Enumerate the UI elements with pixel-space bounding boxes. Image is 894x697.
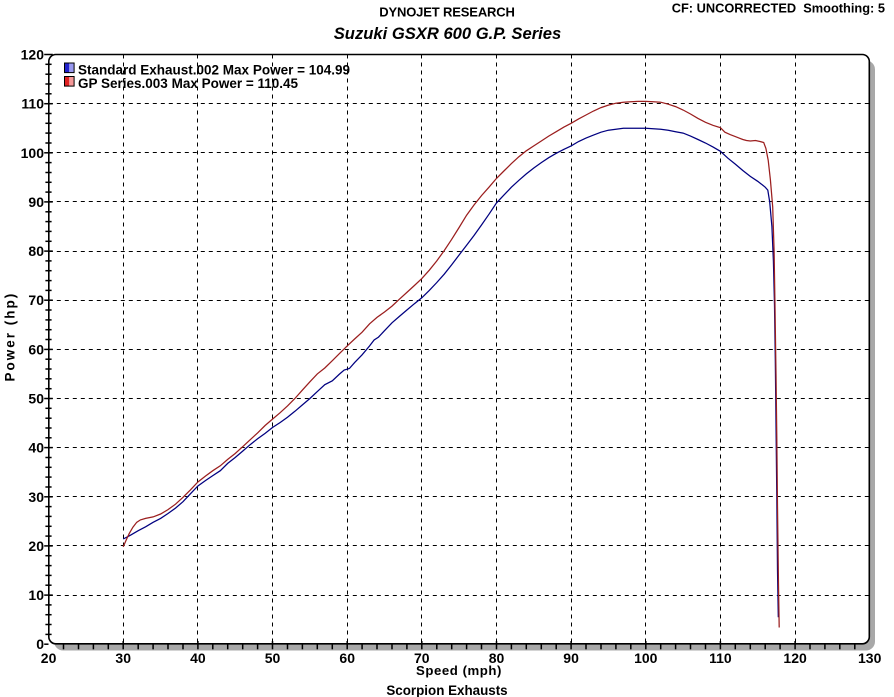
svg-text:Scorpion Exhausts: Scorpion Exhausts xyxy=(386,683,507,697)
svg-text:GP Series.003 Max Power = 110.: GP Series.003 Max Power = 110.45 xyxy=(78,76,299,91)
svg-text:30: 30 xyxy=(115,650,131,666)
svg-text:80: 80 xyxy=(28,243,44,259)
svg-text:Power (hp): Power (hp) xyxy=(3,292,18,382)
svg-text:40: 40 xyxy=(190,650,206,666)
svg-text:20: 20 xyxy=(28,538,44,554)
svg-text:70: 70 xyxy=(414,650,430,666)
svg-text:Suzuki GSXR 600 G.P. Series: Suzuki GSXR 600 G.P. Series xyxy=(334,24,562,43)
svg-text:70: 70 xyxy=(28,292,44,308)
svg-text:DYNOJET RESEARCH: DYNOJET RESEARCH xyxy=(379,4,515,19)
svg-text:60: 60 xyxy=(339,650,355,666)
svg-text:20: 20 xyxy=(41,650,57,666)
svg-text:130: 130 xyxy=(858,650,882,666)
svg-text:110: 110 xyxy=(709,650,732,666)
svg-text:90: 90 xyxy=(28,194,44,210)
svg-text:Standard Exhaust.002 Max Power: Standard Exhaust.002 Max Power = 104.99 xyxy=(78,62,350,77)
svg-text:40: 40 xyxy=(28,440,44,456)
svg-text:50: 50 xyxy=(28,391,44,407)
svg-text:100: 100 xyxy=(634,650,658,666)
svg-text:50: 50 xyxy=(265,650,281,666)
svg-text:110: 110 xyxy=(21,96,44,112)
svg-text:120: 120 xyxy=(21,47,45,63)
svg-text:30: 30 xyxy=(28,489,44,505)
svg-text:10: 10 xyxy=(28,587,44,603)
svg-text:Speed (mph): Speed (mph) xyxy=(416,663,502,678)
svg-text:90: 90 xyxy=(563,650,579,666)
svg-text:60: 60 xyxy=(28,341,44,357)
svg-text:0: 0 xyxy=(36,636,44,652)
svg-text:120: 120 xyxy=(783,650,807,666)
svg-text:CF: UNCORRECTED Smoothing: 5: CF: UNCORRECTED Smoothing: 5 xyxy=(672,0,885,15)
svg-text:80: 80 xyxy=(489,650,505,666)
svg-text:100: 100 xyxy=(21,145,45,161)
